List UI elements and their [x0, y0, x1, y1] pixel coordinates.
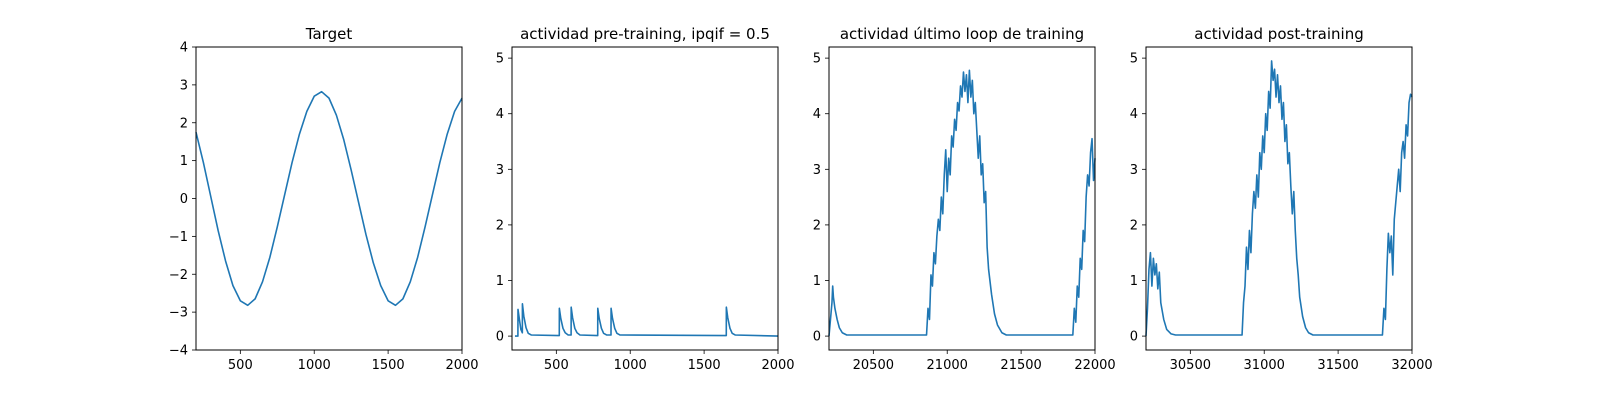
y-tick-label: 5 — [813, 52, 821, 67]
y-tick-label: 0 — [180, 192, 188, 207]
panel-title: actividad último loop de training — [840, 25, 1084, 43]
y-tick-group: 0 1 2 3 4 5 — [1130, 52, 1146, 345]
series-line — [195, 90, 463, 307]
y-tick-label: 0 — [813, 330, 821, 345]
panel-target: Target −4 −3 −2 −1 0 1 2 3 4 500 1000 1500 2000 — [169, 25, 479, 373]
y-tick-label: 2 — [813, 218, 821, 233]
y-tick-label: −4 — [169, 344, 188, 359]
y-tick-label: 0 — [496, 330, 504, 345]
y-tick-label: −3 — [169, 306, 188, 321]
y-tick-label: 4 — [180, 41, 188, 56]
y-tick-label: −1 — [169, 230, 188, 245]
y-tick-label: 3 — [496, 163, 504, 178]
panel-post-training: actividad post-training 0 1 2 3 4 5 30500 3100… — [1130, 25, 1433, 373]
panel-last-training-loop: actividad último loop de training 0 1 2 3 4 5… — [813, 25, 1116, 373]
panel-pre-training: actividad pre-training, ipqif = 0.5 0 1 2 3… — [496, 25, 795, 373]
y-tick-group: 0 1 2 3 4 5 — [813, 52, 829, 345]
axes-frame — [195, 46, 463, 351]
y-tick-label: 2 — [1130, 218, 1138, 233]
y-tick-label: 1 — [1130, 274, 1138, 289]
x-tick-label: 1000 — [614, 358, 647, 373]
axes-frame — [828, 46, 1096, 351]
x-tick-label: 30500 — [1170, 358, 1211, 373]
y-tick-label: 4 — [1130, 107, 1138, 122]
x-tick-label: 2000 — [445, 358, 478, 373]
x-tick-label: 31000 — [1244, 358, 1285, 373]
y-tick-label: 1 — [180, 154, 188, 169]
y-tick-label: 4 — [813, 107, 821, 122]
x-tick-group: 500 1000 1500 2000 — [544, 350, 795, 373]
series-line — [1145, 60, 1413, 337]
y-tick-label: −2 — [169, 268, 188, 283]
panel-title: actividad pre-training, ipqif = 0.5 — [520, 25, 770, 43]
y-tick-label: 4 — [496, 107, 504, 122]
axes-frame — [1145, 46, 1413, 351]
x-tick-label: 21500 — [1000, 358, 1041, 373]
y-tick-label: 3 — [813, 163, 821, 178]
y-tick-label: 3 — [1130, 163, 1138, 178]
axes-frame — [511, 46, 779, 351]
x-tick-label: 1500 — [688, 358, 721, 373]
series-line — [514, 303, 779, 337]
x-tick-label: 20500 — [853, 358, 894, 373]
x-tick-label: 21000 — [927, 358, 968, 373]
panel-title: Target — [305, 25, 353, 43]
y-tick-label: 0 — [1130, 330, 1138, 345]
y-tick-group: 0 1 2 3 4 5 — [496, 52, 512, 345]
x-tick-label: 500 — [228, 358, 253, 373]
x-tick-label: 500 — [544, 358, 569, 373]
series-line — [828, 69, 1096, 337]
y-tick-group: −4 −3 −2 −1 0 1 2 3 4 — [169, 41, 196, 359]
y-tick-label: 2 — [180, 116, 188, 131]
x-tick-group: 20500 21000 21500 22000 — [853, 350, 1116, 373]
x-tick-group: 500 1000 1500 2000 — [228, 350, 479, 373]
panel-title: actividad post-training — [1194, 25, 1363, 43]
x-tick-label: 32000 — [1391, 358, 1432, 373]
y-tick-label: 5 — [1130, 52, 1138, 67]
x-tick-label: 1500 — [372, 358, 405, 373]
y-tick-label: 3 — [180, 78, 188, 93]
x-tick-group: 30500 31000 31500 32000 — [1170, 350, 1433, 373]
x-tick-label: 31500 — [1317, 358, 1358, 373]
x-tick-label: 22000 — [1074, 358, 1115, 373]
x-tick-label: 2000 — [761, 358, 794, 373]
y-tick-label: 5 — [496, 52, 504, 67]
y-tick-label: 1 — [813, 274, 821, 289]
x-tick-label: 1000 — [298, 358, 331, 373]
y-tick-label: 1 — [496, 274, 504, 289]
y-tick-label: 2 — [496, 218, 504, 233]
